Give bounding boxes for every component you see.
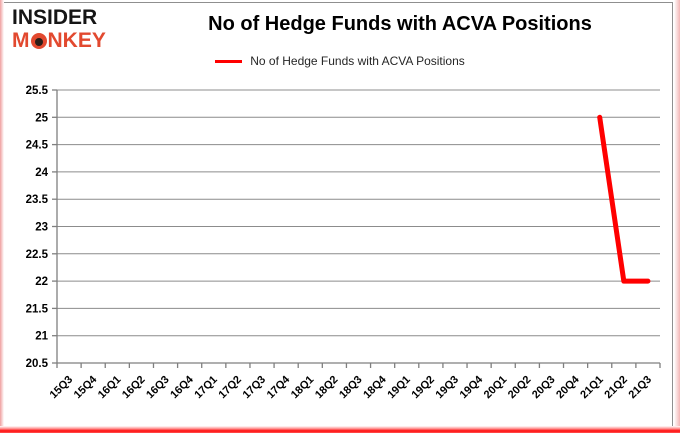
x-tick-label: 19Q4 <box>458 373 486 401</box>
y-tick-label: 25.5 <box>26 85 49 97</box>
x-tick-label: 19Q1 <box>385 374 413 402</box>
x-tick-label: 17Q4 <box>265 373 293 401</box>
y-tick-label: 24.5 <box>26 140 49 152</box>
series-line <box>597 114 651 284</box>
monkey-face-icon <box>30 32 47 49</box>
x-tick-label: 21Q3 <box>627 374 655 402</box>
insider-monkey-logo: INSIDER M NKEY <box>12 7 106 51</box>
x-tick-label: 16Q1 <box>96 374 124 402</box>
x-tick-label: 20Q2 <box>506 374 534 402</box>
x-tick-label: 15Q4 <box>72 373 100 401</box>
y-tick-label: 25 <box>35 112 48 124</box>
x-tick-label: 16Q2 <box>120 374 148 402</box>
x-tick-label: 18Q3 <box>337 374 365 402</box>
legend-line-swatch <box>215 59 243 63</box>
x-tick-label: 18Q2 <box>313 374 341 402</box>
y-tick-label: 23.5 <box>26 194 49 206</box>
x-tick-label: 20Q4 <box>554 373 582 401</box>
y-tick-label: 22 <box>35 276 48 288</box>
y-tick-label: 23 <box>35 222 48 234</box>
y-tick-label: 20.5 <box>26 358 49 370</box>
x-tick-label: 16Q4 <box>168 373 196 401</box>
y-tick-label: 21.5 <box>26 303 49 315</box>
x-tick-label: 21Q2 <box>602 374 630 402</box>
x-tick-label: 20Q3 <box>530 374 558 402</box>
x-tick-label: 19Q3 <box>434 374 462 402</box>
x-tick-label: 18Q1 <box>289 374 317 402</box>
x-tick-label: 18Q4 <box>361 373 389 401</box>
chart-legend: No of Hedge Funds with ACVA Positions <box>0 54 680 68</box>
legend-label: No of Hedge Funds with ACVA Positions <box>250 54 465 68</box>
y-tick-label: 21 <box>35 331 48 343</box>
x-tick-label: 17Q2 <box>216 374 244 402</box>
x-tick-label: 17Q1 <box>192 374 220 402</box>
logo-text-monkey: M NKEY <box>12 30 106 51</box>
logo-monkey-rest: NKEY <box>47 29 106 52</box>
x-tick-label: 15Q3 <box>48 374 76 402</box>
x-tick-label: 19Q2 <box>409 374 437 402</box>
x-tick-label: 17Q3 <box>241 374 269 402</box>
y-tick-label: 24 <box>35 167 48 179</box>
x-tick-label: 21Q1 <box>578 374 606 402</box>
y-tick-label: 22.5 <box>26 249 49 261</box>
logo-monkey-m: M <box>12 29 30 52</box>
x-tick-label: 20Q1 <box>482 374 510 402</box>
x-tick-label: 16Q3 <box>144 374 172 402</box>
chart-title: No of Hedge Funds with ACVA Positions <box>208 13 592 35</box>
logo-text-insider: INSIDER <box>12 6 98 29</box>
